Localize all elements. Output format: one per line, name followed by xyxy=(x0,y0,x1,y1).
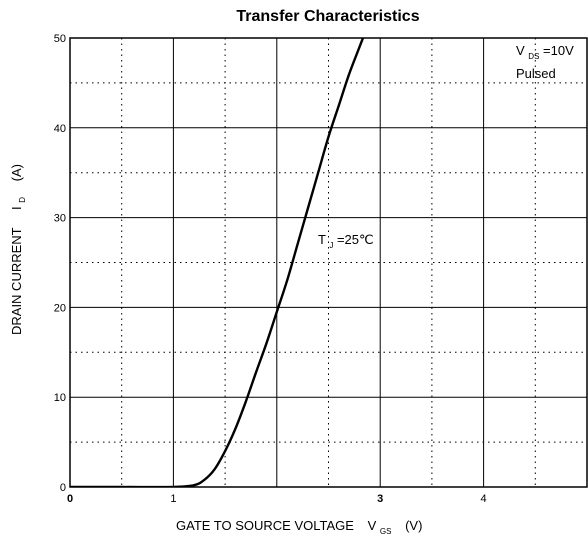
x-axis-symbol: V xyxy=(368,518,377,533)
condition-symbol: V xyxy=(516,43,525,58)
y-axis-label-text: DRAIN CURRENT xyxy=(9,227,24,335)
temperature-subscript: J xyxy=(329,241,333,250)
y-tick-label: 10 xyxy=(54,392,66,404)
condition-annotation: V DS =10V xyxy=(516,43,574,62)
x-axis-label: GATE TO SOURCE VOLTAGE V GS (V) xyxy=(176,518,422,537)
pulsed-annotation: Pulsed xyxy=(516,66,556,81)
temperature-value: =25℃ xyxy=(337,232,374,247)
condition-value: =10V xyxy=(543,43,574,58)
x-tick-label: 0 xyxy=(67,493,73,505)
x-axis-unit: (V) xyxy=(405,518,422,533)
x-tick-label: 4 xyxy=(481,493,487,505)
curve-layer xyxy=(70,38,365,487)
x-axis-symbol-subscript: GS xyxy=(380,527,392,536)
y-axis-label: DRAIN CURRENT I D (A) xyxy=(9,164,28,335)
y-axis-symbol: I xyxy=(9,206,24,210)
y-tick-label: 50 xyxy=(54,33,66,45)
grid xyxy=(70,38,587,487)
y-tick-label: 20 xyxy=(54,302,66,314)
plot-frame xyxy=(69,37,588,488)
x-tick-label: 1 xyxy=(170,493,176,505)
y-tick-label: 0 xyxy=(60,482,66,494)
temperature-symbol: T xyxy=(318,232,326,247)
temperature-annotation: T J =25℃ xyxy=(318,232,374,251)
y-axis-symbol-subscript: D xyxy=(18,197,27,203)
y-tick-label: 30 xyxy=(54,213,66,225)
x-tick-label: 3 xyxy=(377,493,383,505)
x-axis-label-text: GATE TO SOURCE VOLTAGE xyxy=(176,518,354,533)
chart-title: Transfer Characteristics xyxy=(236,8,419,25)
condition-subscript: DS xyxy=(528,52,539,61)
series-line-0 xyxy=(70,38,365,487)
y-tick-label: 40 xyxy=(54,123,66,135)
y-axis-unit: (A) xyxy=(9,164,24,181)
